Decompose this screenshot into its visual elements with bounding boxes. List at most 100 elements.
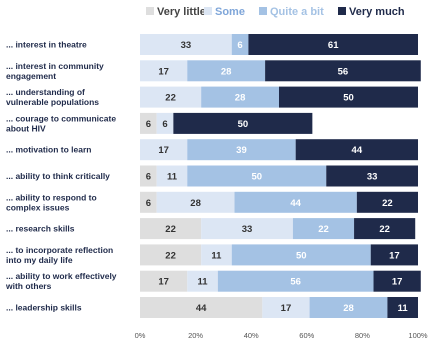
category-label: into my daily life xyxy=(6,255,73,265)
bar-segment xyxy=(231,34,249,55)
bar-value-label: 33 xyxy=(242,224,253,235)
bar-value-label: 22 xyxy=(318,224,329,235)
category-label: complex issues xyxy=(6,202,70,212)
legend-swatch-1 xyxy=(204,7,212,15)
bar-value-label: 22 xyxy=(165,93,176,104)
category-label: ... interest in theatre xyxy=(6,40,87,50)
bar-segment xyxy=(309,297,388,318)
legend-label-3: Very much xyxy=(349,6,405,18)
bar-value-label: 11 xyxy=(211,250,222,261)
bar-segment xyxy=(140,165,157,187)
legend-label-1: Some xyxy=(215,6,245,18)
category-label: ... research skills xyxy=(6,224,75,234)
bar-segment xyxy=(295,139,418,161)
bar-segment xyxy=(140,191,157,213)
bar-value-label: 6 xyxy=(146,119,151,130)
bar-value-label: 22 xyxy=(165,250,176,261)
category-label: ... ability to work effectively xyxy=(6,271,117,281)
x-axis-ticks: 0% 20% 40% 60% 80% 100% xyxy=(135,331,428,340)
bar-segment xyxy=(356,191,418,213)
bar-segment xyxy=(156,112,174,134)
bar-segment xyxy=(231,244,371,266)
bar-segment xyxy=(140,86,202,108)
bar-value-label: 44 xyxy=(196,303,207,314)
bar-value-label: 33 xyxy=(181,40,192,51)
legend-label-2: Quite a bit xyxy=(270,6,324,18)
bar-segment xyxy=(201,218,293,240)
legend-label-0: Very little xyxy=(157,6,206,18)
bar-value-label: 28 xyxy=(235,93,246,104)
bar-segment xyxy=(140,244,202,266)
category-label: ... leadership skills xyxy=(6,303,82,313)
x-tick-label: 0% xyxy=(135,331,146,340)
bar-value-label: 17 xyxy=(158,145,169,156)
category-label: ... ability to respond to xyxy=(6,192,97,202)
bar-value-label: 28 xyxy=(221,66,232,77)
bar-value-label: 22 xyxy=(379,224,390,235)
legend-swatch-2 xyxy=(259,7,267,15)
bar-value-label: 28 xyxy=(190,198,201,209)
bar-value-label: 44 xyxy=(352,145,363,156)
legend-swatch-3 xyxy=(338,7,346,15)
category-label: vulnerable populations xyxy=(6,97,99,107)
bar-value-label: 33 xyxy=(367,172,378,183)
bar-value-label: 6 xyxy=(146,172,151,183)
category-label: with others xyxy=(5,281,52,291)
bar-value-label: 6 xyxy=(162,119,167,130)
bar-segment xyxy=(140,218,202,240)
bar-segment xyxy=(201,244,232,266)
bar-segment xyxy=(140,297,263,318)
bar-segment xyxy=(156,165,188,187)
category-label: ... courage to communicate xyxy=(6,113,116,123)
x-tick-label: 60% xyxy=(299,331,314,340)
bar-segment xyxy=(187,270,218,292)
bar-segment xyxy=(140,112,157,134)
bar-value-label: 22 xyxy=(382,198,393,209)
legend: Very little Some Quite a bit Very much xyxy=(146,6,405,18)
category-label: ... motivation to learn xyxy=(6,145,91,155)
bar-value-label: 6 xyxy=(146,198,151,209)
x-tick-label: 20% xyxy=(188,331,203,340)
category-labels: ... interest in theatre ... interest in c… xyxy=(5,40,117,313)
bar-value-label: 44 xyxy=(290,198,301,209)
bar-value-label: 11 xyxy=(167,172,178,183)
x-tick-label: 40% xyxy=(244,331,259,340)
bar-segment xyxy=(217,270,374,292)
category-label: engagement xyxy=(6,71,56,81)
bar-segment xyxy=(370,244,418,266)
bar-segment xyxy=(201,86,279,108)
bar-value-label: 11 xyxy=(198,277,209,288)
legend-swatch-0 xyxy=(146,7,154,15)
bar-value-label: 56 xyxy=(338,66,349,77)
bar-value-label: 39 xyxy=(236,145,247,156)
bar-value-label: 50 xyxy=(343,93,354,104)
bar-value-label: 50 xyxy=(251,172,262,183)
bar-value-label: 50 xyxy=(238,119,249,130)
category-label: ... interest in community xyxy=(6,61,104,71)
category-label: about HIV xyxy=(6,123,46,133)
bar-segment xyxy=(140,270,188,292)
bar-segment xyxy=(265,60,421,82)
bar-value-label: 56 xyxy=(290,277,301,288)
bar-segment xyxy=(140,60,188,82)
bar-value-label: 17 xyxy=(389,250,400,261)
bar-value-label: 61 xyxy=(328,40,339,51)
bar-segment xyxy=(140,34,232,55)
bar-value-label: 17 xyxy=(392,277,403,288)
bar-segment xyxy=(326,165,418,187)
bar-value-label: 17 xyxy=(158,66,169,77)
bar-segment xyxy=(262,297,310,318)
bar-segment xyxy=(187,139,296,161)
bar-segment xyxy=(234,191,357,213)
bar-value-label: 11 xyxy=(398,303,409,314)
bar-segment xyxy=(387,297,418,318)
bar-segment xyxy=(248,34,418,55)
bar-value-label: 22 xyxy=(165,224,176,235)
bar-segment xyxy=(187,60,266,82)
bar-segment xyxy=(373,270,421,292)
bar-segment xyxy=(173,112,313,134)
bar-segment xyxy=(140,139,188,161)
bar-segment xyxy=(279,86,418,108)
